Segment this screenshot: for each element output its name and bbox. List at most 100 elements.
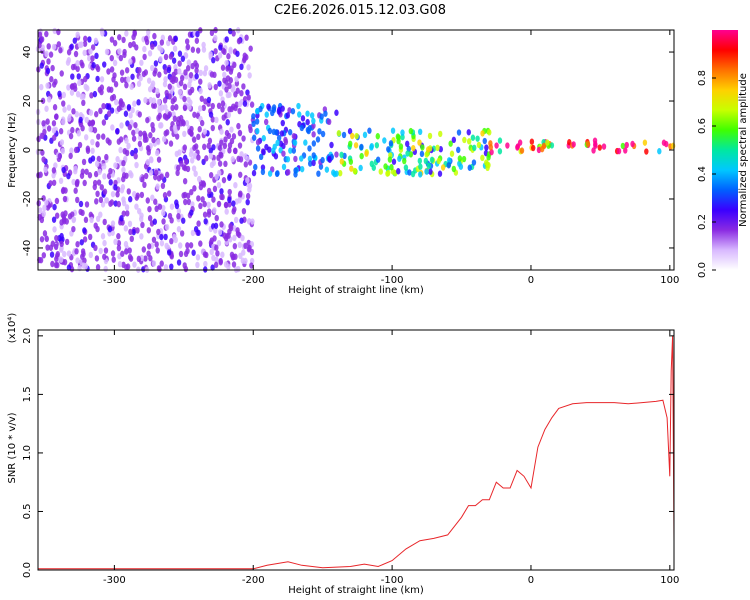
spectrogram-cell [245,177,250,184]
spectrogram-cell [397,155,402,162]
spectrogram-cell [539,145,545,153]
spectrogram-cell [198,202,203,210]
spectrogram-cell [156,228,161,236]
spectrogram-cell [235,87,240,94]
x-tick-label: -200 [242,275,265,286]
spectrogram-cell [213,83,218,91]
spectrogram-cell [80,248,86,255]
spectrogram-cell [212,185,218,193]
spectrogram-cell [189,209,194,216]
spectrogram-cell [135,192,140,199]
spectrogram-cell [51,43,57,51]
spectrogram-cell [208,239,214,246]
spectrogram-cell [222,71,227,78]
spectrogram-cell [251,134,257,141]
spectrogram-cell [66,84,71,91]
spectrogram-cell [202,200,207,208]
spectrogram-cell [59,139,65,146]
snr-series-line [38,335,675,570]
spectrogram-cell [174,150,180,158]
spectrogram-cell [62,258,68,266]
spectrogram-cell [163,53,169,61]
colorbar-tick-label: 0.6 [697,118,708,134]
spectrogram-cell [472,144,477,152]
spectrogram-cell [242,100,248,107]
spectrogram-cell [206,208,212,215]
spectrogram-cell [48,180,53,187]
spectrogram-cell [250,218,255,225]
spectrogram-cell [411,144,416,152]
spectrogram-cell [457,155,463,162]
spectrogram-cell [220,100,226,107]
spectrogram-cell [101,133,106,140]
spectrogram-cell [470,134,476,141]
spectrogram-cell [398,143,404,150]
spectrogram-cell [297,111,302,118]
spectrogram-cell [228,47,233,55]
spectrogram-cell [362,131,368,139]
spectrogram-cell [147,214,153,222]
spectrogram-cell [227,147,232,154]
spectrogram-cell [446,162,451,169]
spectrogram-cell [154,205,159,213]
spectrogram-cell [169,237,174,245]
spectrogram-cell [489,148,494,156]
spectrogram-cell [183,198,188,206]
spectrogram-cell [89,92,94,99]
spectrogram-cell [76,73,81,80]
spectrogram-cell [132,261,137,268]
spectrogram-cell [156,175,162,182]
spectrogram-cell [36,135,41,143]
spectrogram-cell [323,110,328,117]
spectrogram-cell [101,102,106,110]
spectrogram-cell [280,119,285,127]
spectrogram-cell [118,54,124,62]
spectrogram-cell [84,201,90,208]
spectrogram-cell [191,136,197,143]
spectrogram-cell [427,132,433,140]
spectrogram-cell [132,100,137,107]
spectrogram-cell [232,242,238,250]
spectrogram-cell [237,241,242,249]
spectrogram-cell [227,91,232,98]
spectrogram-cell [287,107,292,114]
spectrogram-cell [107,226,113,233]
spectrogram-cell [70,73,75,80]
spectrogram-cell [124,67,130,74]
spectrogram-cell [153,60,159,67]
x-tick-label: 100 [660,275,679,286]
spectrogram-cell [137,140,143,148]
spectrogram-cell [146,77,152,84]
spectrogram-cell [159,39,165,46]
spectrogram-cell [125,210,130,217]
spectrogram-cell [224,86,229,93]
spectrogram-cell [102,218,107,226]
spectrogram-cell [232,206,237,213]
spectrogram-cell [124,172,129,179]
spectrogram-cell [74,181,80,188]
spectrogram-cell [255,107,260,115]
spectrogram-cell [39,36,45,43]
spectrogram-cell [72,82,77,89]
spectrogram-cell [64,238,70,246]
spectrogram-cell [49,76,54,83]
x-tick-label: 100 [660,575,679,586]
spectrogram-cell [172,115,178,122]
spectrogram-cell [170,98,176,105]
spectrogram-cell [87,36,92,43]
spectrogram-cell [129,235,134,243]
spectrogram-cell [275,170,280,177]
spectrogram-cell [176,225,182,233]
spectrogram-cell [163,130,168,137]
spectrogram-cell [229,105,234,113]
spectrogram-cell [178,242,183,249]
spectrogram-cell [348,158,354,165]
spectrogram-cell [60,147,66,155]
y-tick-label: 0 [22,147,33,153]
spectrogram-cell [239,89,244,97]
spectrogram-cell [176,116,181,123]
spectrogram-cell [486,154,491,161]
spectrogram-y-ticks: -40 -20 0 20 40 [22,46,674,256]
spectrogram-cell [157,71,162,78]
spectrogram-cell [69,147,74,154]
